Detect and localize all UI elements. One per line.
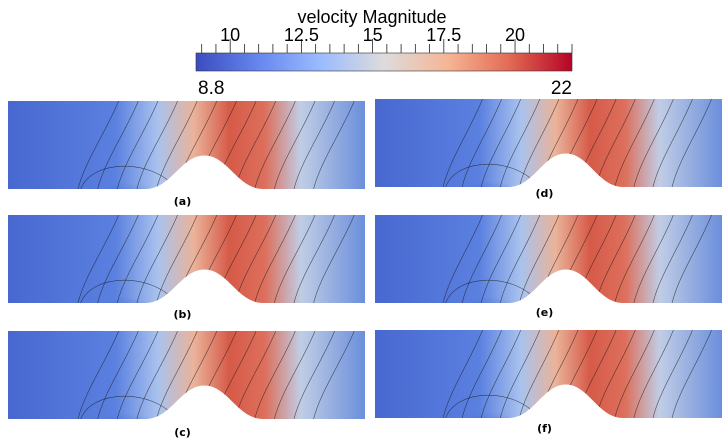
contour-line [442,99,483,187]
panel-a: (a) [8,101,365,208]
contour-line [274,215,316,303]
colorbar-max-label: 22 [551,78,572,99]
colorbar-min-label: 8.8 [198,78,224,99]
contour-line [293,215,335,303]
contour-line [313,331,355,419]
panel-label: (f) [537,422,552,435]
contour-line [156,215,198,303]
contour-line [652,215,693,303]
contour-line [97,331,139,419]
contour-line [293,331,335,419]
contour-line [156,101,198,189]
contour-line [116,215,159,303]
velocity-field [375,330,722,418]
colorbar-tick-label: 10 [220,25,240,45]
colorbar-ticks: 10 12.5 15 17.5 20 [201,25,573,53]
panel-grid: (a) (b) (c) (d) (e) (f) [8,99,722,439]
contour-line [293,101,335,189]
recirculation-zone [86,272,170,303]
panel-label: (e) [536,306,554,319]
contour-line [614,99,655,187]
contour-line [519,99,560,187]
contour-line [633,99,674,187]
panel-label: (c) [174,426,191,439]
panel-c: (c) [8,331,365,439]
contour-line [480,330,522,418]
contour-line [77,215,119,303]
velocity-field [375,215,722,303]
contour-line [633,215,674,303]
velocity-field [8,101,365,189]
contour-line [97,215,139,303]
contour-line [461,99,502,187]
contour-line [80,395,176,419]
contour-line [77,331,119,419]
contour-line [136,101,178,189]
contour-line [80,165,176,189]
recirculation-zone [451,272,532,303]
panel-f: (f) [375,330,722,435]
panel-label: (d) [536,187,554,200]
recirculation-zone [86,388,170,419]
contour-line [445,163,538,187]
contour-line [254,215,296,303]
contour-line [313,215,355,303]
contour-line [445,279,538,303]
contour-line [461,330,502,418]
contour-line [80,279,176,303]
contour-line [77,101,119,189]
contour-line [499,99,541,187]
recirculation-zone [451,387,532,418]
recirculation-zone [451,156,532,187]
colorbar-tick-label: 17.5 [426,25,461,45]
contour-line [442,215,483,303]
contour-line [671,330,712,418]
panel-e: (e) [375,215,722,319]
contour-line [671,215,712,303]
contour-line [499,330,541,418]
colorbar-tick-label: 20 [505,25,525,45]
contour-line [116,101,159,189]
colorbar-tick-label: 12.5 [284,25,319,45]
contour-line [136,215,178,303]
contour-line [519,330,560,418]
velocity-field [8,215,365,303]
contour-line [519,215,560,303]
colorbar-tick-label: 15 [363,25,383,45]
contour-line [274,331,316,419]
velocity-field [375,99,722,187]
contour-line [254,101,296,189]
contour-line [633,330,674,418]
panel-label: (a) [174,195,191,208]
contour-line [614,215,655,303]
recirculation-zone [86,158,170,189]
contour-line [274,101,316,189]
contour-line [614,330,655,418]
panel-b: (b) [8,215,365,321]
colorbar-title: velocity Magnitude [297,7,446,27]
contour-line [671,99,712,187]
contour-line [652,99,693,187]
contour-line [442,330,483,418]
colorbar-gradient [195,52,573,72]
contour-line [156,331,198,419]
contour-line [116,331,159,419]
contour-line [499,215,541,303]
contour-line [136,331,178,419]
contour-line [97,101,139,189]
contour-line [313,101,355,189]
velocity-field [8,331,365,419]
contour-line [480,99,522,187]
contour-line [461,215,502,303]
contour-line [480,215,522,303]
contour-line [254,331,296,419]
panel-label: (b) [174,308,192,321]
panel-d: (d) [375,99,722,200]
colorbar: velocity Magnitude 10 12.5 15 17.5 20 8.8 22 [195,7,573,99]
contour-line [652,330,693,418]
contour-line [445,394,538,418]
